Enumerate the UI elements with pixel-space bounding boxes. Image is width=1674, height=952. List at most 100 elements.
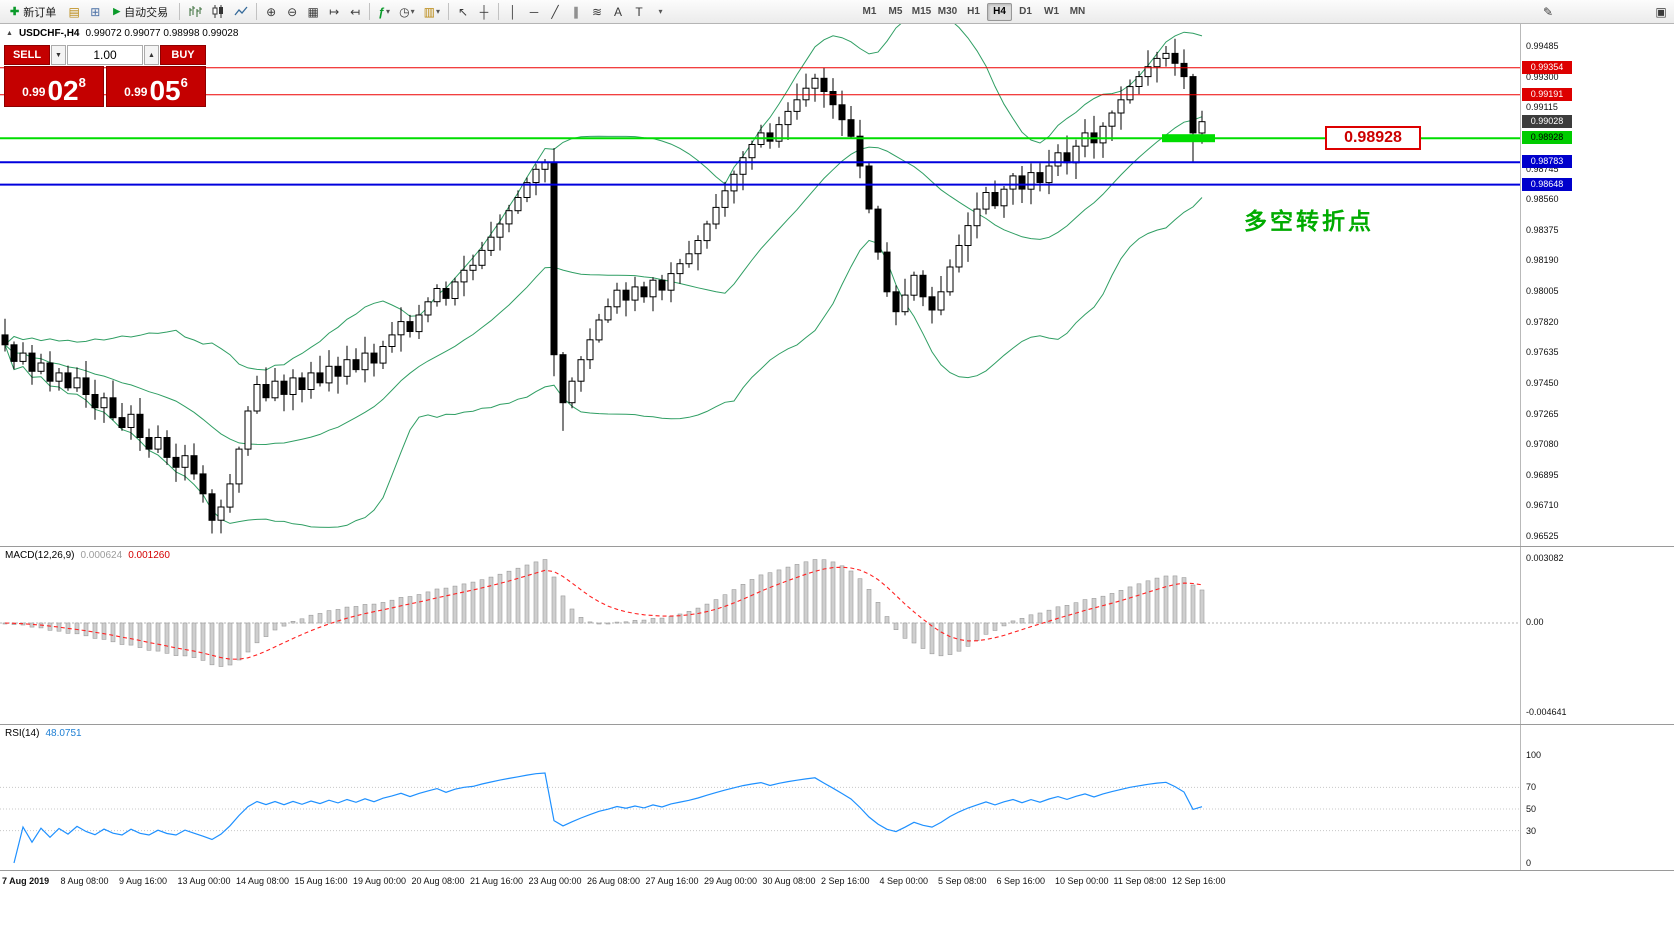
buy-price-button[interactable]: 0.99 05 6	[106, 66, 206, 107]
rsi-line	[13, 772, 1203, 864]
cursor-icon: ↖	[457, 4, 469, 19]
trendline-tool-button[interactable]: ╱	[545, 2, 565, 22]
price-badge: 0.99354	[1522, 60, 1572, 74]
time-label: 10 Sep 00:00	[1055, 876, 1109, 886]
shapes-dropdown-button[interactable]: ▾	[650, 2, 670, 22]
indicators-button[interactable]: ƒ ▾	[374, 2, 394, 22]
macd-histogram	[2, 559, 1205, 667]
price-scale-border	[1520, 547, 1521, 724]
time-label: 21 Aug 16:00	[470, 876, 524, 886]
horizontal-levels	[0, 67, 1520, 186]
channel-tool-button[interactable]: ∥	[566, 2, 586, 22]
rsi-tick-label: 70	[1526, 782, 1537, 793]
crosshair-button[interactable]: ┼	[474, 2, 494, 22]
time-axis[interactable]: 7 Aug 2019 8 Aug 08:00 9 Aug 16:00 13 Aug 0…	[0, 871, 1674, 895]
profiles-icon: ▤	[68, 4, 80, 19]
line-chart-type-button[interactable]	[230, 2, 252, 22]
price-tick-label: 0.97265	[1526, 408, 1559, 419]
tf-m15-button[interactable]: M15	[911, 6, 932, 17]
vertical-line-tool-button[interactable]: │	[503, 2, 523, 22]
sell-price-main: 0.99	[22, 85, 46, 99]
candle-chart-type-button[interactable]	[207, 2, 229, 22]
volume-down-button[interactable]: ▼	[51, 45, 66, 65]
sell-button[interactable]: SELL	[4, 45, 50, 65]
new-order-button[interactable]: ✚ 新订单	[3, 2, 63, 22]
toolbar-separator	[179, 3, 181, 20]
label-tool-button[interactable]: T	[629, 2, 649, 22]
zoom-in-button[interactable]: ⊕	[261, 2, 281, 22]
collapse-arrow-icon[interactable]: ▲	[6, 30, 13, 37]
volume-input[interactable]	[67, 45, 143, 65]
macd-panel[interactable]: MACD(12,26,9) 0.000624 0.001260 0.003082…	[0, 547, 1674, 725]
chevron-down-icon: ▾	[658, 7, 663, 16]
chart-shift-button[interactable]: ↤	[345, 2, 365, 22]
autotrading-play-icon: ▶	[113, 6, 121, 16]
text-tool-button[interactable]: A	[608, 2, 628, 22]
buy-button[interactable]: BUY	[160, 45, 206, 65]
macd-scale-zero: 0.00	[1526, 617, 1544, 627]
autotrading-button[interactable]: ▶ 自动交易	[106, 2, 175, 22]
tf-w1-button[interactable]: W1	[1044, 6, 1059, 17]
volume-up-button[interactable]: ▲	[144, 45, 159, 65]
auto-scroll-button[interactable]: ↦	[324, 2, 344, 22]
toolbar-separator	[256, 3, 258, 20]
rsi-canvas[interactable]	[0, 725, 1674, 871]
text-icon: A	[613, 4, 622, 19]
time-label: 26 Aug 08:00	[587, 876, 641, 886]
autotrading-label: 自动交易	[124, 6, 169, 19]
tf-mn-button[interactable]: MN	[1069, 6, 1086, 17]
main-toolbar: ✚ 新订单 ▤ ⊞ ▶ 自动交易 ⊕ ⊖ ▦ ↦ ↤ ƒ ▾ ◷ ▾	[0, 0, 1674, 24]
fibonacci-icon: ≋	[591, 4, 603, 19]
tf-d1-button[interactable]: D1	[1019, 6, 1032, 17]
new-order-label: 新订单	[23, 6, 57, 19]
tile-windows-button[interactable]: ▦	[303, 2, 323, 22]
time-label: 6 Sep 16:00	[996, 876, 1046, 886]
cursor-button[interactable]: ↖	[453, 2, 473, 22]
vertical-line-icon: │	[509, 4, 517, 19]
market-watch-button[interactable]: ⊞	[85, 2, 105, 22]
pivot-highlight-bar[interactable]	[1162, 134, 1215, 143]
templates-button[interactable]: ▥ ▾	[420, 2, 444, 22]
tile-windows-icon: ▦	[307, 4, 319, 19]
profiles-button[interactable]: ▤	[64, 2, 84, 22]
tf-h4-button[interactable]: H4	[987, 2, 1012, 21]
main-chart-canvas[interactable]	[0, 24, 1674, 547]
chevron-down-icon: ▾	[385, 7, 390, 16]
new-order-icon: ✚	[10, 6, 20, 18]
time-label: 4 Sep 00:00	[879, 876, 929, 886]
price-tick-label: 0.97080	[1526, 439, 1559, 450]
pencil-icon: ✎	[1542, 4, 1554, 19]
auto-scroll-icon: ↦	[329, 4, 340, 19]
pivot-annotation-text[interactable]: 多空转折点	[1244, 208, 1374, 234]
horizontal-line-tool-button[interactable]: ─	[524, 2, 544, 22]
time-label: 12 Sep 16:00	[1172, 876, 1226, 886]
time-label: 8 Aug 08:00	[60, 876, 109, 886]
bollinger-bands	[4, 24, 1203, 528]
pivot-price-label[interactable]: 0.98928	[1325, 126, 1421, 151]
fibonacci-tool-button[interactable]: ≋	[587, 2, 607, 22]
rsi-tick-label: 0	[1526, 858, 1532, 868]
bar-chart-type-button[interactable]	[184, 2, 206, 22]
pencil-button[interactable]: ✎	[1538, 2, 1558, 22]
time-label: 9 Aug 16:00	[119, 876, 168, 886]
rsi-panel[interactable]: RSI(14) 48.0751 100 70 50 30 0	[0, 725, 1674, 871]
main-chart-panel[interactable]: ▲ USDCHF-,H4 0.99072 0.99077 0.98998 0.9…	[0, 24, 1674, 547]
toolbar-separator	[498, 3, 499, 20]
price-scale-border	[1520, 24, 1521, 546]
tf-h1-button[interactable]: H1	[967, 6, 980, 17]
price-badge: 0.99191	[1522, 87, 1572, 101]
zoom-out-button[interactable]: ⊖	[282, 2, 302, 22]
time-label: 27 Aug 16:00	[645, 876, 699, 886]
price-tick-label: 0.97635	[1526, 347, 1559, 358]
panel-toggle-icon: ▣	[1655, 4, 1667, 19]
panel-toggle-button[interactable]: ▣	[1651, 2, 1671, 22]
tf-m1-button[interactable]: M1	[862, 6, 877, 17]
macd-canvas[interactable]	[0, 547, 1674, 725]
periods-button[interactable]: ◷ ▾	[395, 2, 419, 22]
sell-price-button[interactable]: 0.99 02 8	[4, 66, 104, 107]
tf-m5-button[interactable]: M5	[888, 6, 903, 17]
time-label: 20 Aug 08:00	[411, 876, 465, 886]
zoom-out-icon: ⊖	[287, 4, 298, 19]
window-filler	[0, 895, 1674, 952]
tf-m30-button[interactable]: M30	[937, 6, 958, 17]
